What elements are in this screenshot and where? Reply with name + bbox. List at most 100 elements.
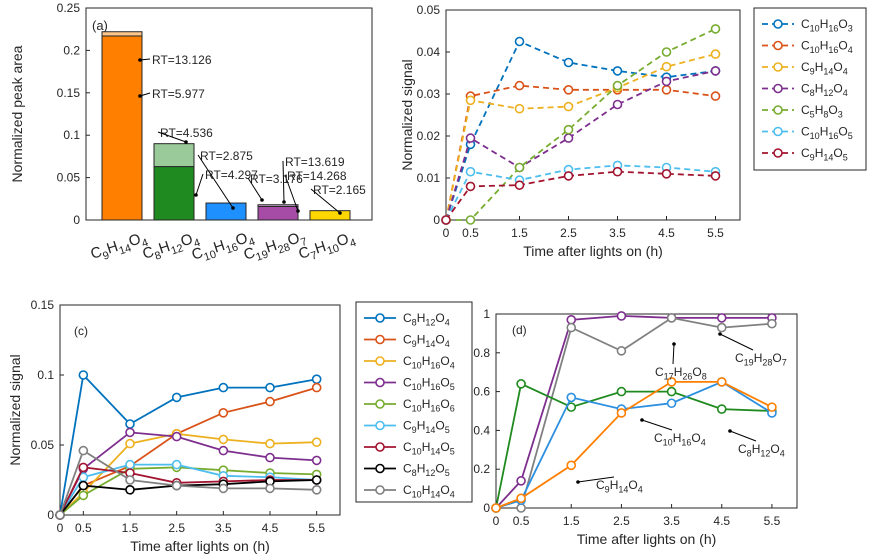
data-point-C17H26O8	[767, 318, 777, 329]
x-axis-label: Time after lights on (h)	[523, 243, 663, 259]
rt-annotation: RT=3.176	[250, 172, 303, 186]
bar-segment-C9H14O4	[101, 35, 143, 221]
annotation-arrow-head	[672, 342, 676, 346]
legend-marker	[773, 62, 783, 72]
bar-segment-C19H28O7	[257, 205, 299, 221]
y-tick-label: 0.02	[417, 129, 441, 143]
x-tick-label: 4.5	[713, 514, 730, 528]
data-point-C5H8O3	[563, 124, 574, 135]
data-point-C9H14O4	[465, 95, 476, 106]
data-point-C8H12O4	[612, 99, 623, 110]
panel-d-line-chart: 0 0.2 0.4 0.6 0.8 1 0 0.5 1.5 2.5 3.5 4.5 5.5 Time af…	[473, 307, 798, 547]
legend-entry-C8H12O4: C8H12O4	[403, 311, 450, 328]
legend-entry-C10H16O3: C10H16O3	[801, 17, 853, 34]
y-tick-label: 0.2	[473, 462, 490, 476]
y-axis-label: Normalized signal	[399, 59, 415, 170]
y-tick-label: 0.4	[473, 423, 490, 437]
y-tick-label: 0.1	[63, 128, 80, 142]
bar-segment-C8H12O4	[153, 143, 195, 168]
panel-c-axes-box	[59, 304, 341, 516]
rt-arrow-head	[296, 209, 300, 213]
rt-arrow-head	[282, 200, 286, 204]
data-point-C9H14O4	[767, 402, 777, 412]
y-tick-label: 0.04	[417, 45, 441, 59]
rt-annotation: RT=2.165	[313, 183, 366, 197]
annotation-arrow-head	[728, 429, 732, 433]
panel-label: (a)	[92, 18, 108, 33]
data-point-C5H8O3	[514, 162, 525, 173]
series-annotation-C8H12O4: C8H12O4	[738, 442, 785, 459]
rt-annotation: RT=4.536	[160, 126, 213, 140]
data-point-C10H16O3	[514, 36, 525, 47]
data-point-C9H14O5	[465, 181, 476, 192]
y-tick-label: 0.05	[57, 171, 81, 185]
data-point-C8H12O4	[710, 66, 721, 76]
panel-b-line-chart: 0 0.01 0.02 0.03 0.04 0.05 0 0.5 1.5 2.5 3.5 4.5 5.5…	[399, 3, 867, 259]
rt-annotation: RT=13.126	[152, 53, 212, 67]
x-tick-label: 3.5	[215, 521, 232, 535]
data-point-C19H28O7	[716, 313, 727, 323]
panel-label: (d)	[512, 323, 527, 337]
data-point-C9H14O4	[265, 396, 275, 407]
bar-segment-C19H28O7	[257, 204, 299, 207]
x-tick-label: 1.5	[563, 514, 580, 528]
rt-arrow	[310, 188, 341, 214]
rt-arrow	[284, 174, 299, 212]
data-point-C8H12O4	[516, 379, 526, 389]
x-tick-label: 0	[493, 514, 500, 528]
rt-annotation: RT=14.268	[287, 169, 347, 183]
y-tick-label: 0.05	[31, 438, 55, 452]
x-tick-label: 0	[57, 521, 64, 535]
data-point-C8H12O4	[125, 419, 135, 429]
data-point-C10H16O4	[125, 438, 135, 449]
legend-marker	[375, 442, 385, 452]
annotation-arrow	[672, 343, 675, 365]
y-tick-label: 0.15	[31, 298, 55, 312]
data-point-C17H26O8	[716, 322, 727, 333]
rt-arrow	[282, 160, 285, 203]
y-tick-label: 0.03	[417, 87, 441, 101]
legend-entry-C10H14O5: C10H14O5	[403, 440, 455, 457]
data-point-C9H14O4	[514, 103, 525, 114]
bar-segment-C10H16O4	[205, 202, 247, 221]
panel-a-bar-chart: 0 0.05 0.1 0.15 0.2 0.25 Normalized peak area (…	[9, 1, 373, 266]
annotation-arrow-head	[576, 480, 580, 484]
y-tick-label: 0.15	[57, 86, 81, 100]
annotation-arrow-head	[640, 418, 644, 422]
x-tick-label: 5.5	[764, 514, 781, 528]
rt-annotation: RT=2.875	[200, 149, 253, 163]
legend-marker	[773, 148, 783, 158]
rt-arrow-head	[231, 206, 235, 210]
legend-entry-C10H16O6: C10H16O6	[403, 397, 455, 414]
data-point-C8H12O4	[311, 374, 322, 385]
y-tick-label: 1	[483, 307, 490, 321]
rt-arrow-head	[338, 211, 342, 215]
rt-arrow-head	[194, 193, 198, 197]
data-point-C10H14O4	[265, 483, 275, 494]
data-point-C10H14O4	[125, 475, 135, 485]
bar-segment-C9H14O4	[101, 31, 143, 37]
series-annotation-C19H28O7: C19H28O7	[735, 351, 787, 368]
x-axis-label: Time after lights on (h)	[577, 531, 717, 547]
data-point-C19H28O7	[566, 315, 577, 325]
legend-entry-C9H14O4: C9H14O4	[403, 333, 450, 350]
y-tick-label: 0.1	[37, 368, 54, 382]
rt-arrow-head	[138, 94, 142, 98]
data-point-C8H12O4	[563, 133, 574, 143]
data-point-C17H26O8	[516, 503, 526, 513]
data-point-C9H14O5	[125, 459, 135, 470]
data-point-C17H26O8	[616, 346, 627, 356]
data-point-C8H12O4	[78, 370, 89, 380]
data-point-C5H8O3	[465, 215, 476, 225]
data-point-C8H12O4	[661, 76, 672, 87]
data-point-C10H16O4	[666, 398, 677, 409]
data-point-C9H14O5	[563, 171, 574, 181]
annotation-arrow-head	[718, 332, 722, 336]
x-axis-label: Time after lights on (h)	[130, 538, 270, 554]
x-tick-label: C9H14O4	[88, 229, 149, 266]
data-point-C10H16O5	[465, 166, 476, 177]
y-tick-label: 0.25	[57, 1, 81, 15]
bar-segment-C7H10O4	[309, 210, 351, 221]
data-point-C9H14O4	[666, 377, 677, 387]
